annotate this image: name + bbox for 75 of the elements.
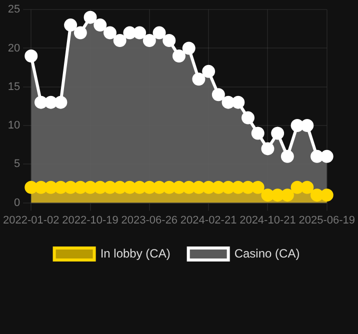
point: [232, 96, 245, 109]
point: [142, 34, 156, 48]
y-tick-label: 10: [8, 120, 20, 132]
point: [300, 180, 314, 194]
point: [74, 180, 87, 194]
point: [320, 150, 334, 163]
point: [271, 126, 284, 140]
y-tick-label: 25: [8, 4, 20, 16]
point: [74, 26, 87, 40]
point: [162, 34, 176, 48]
point: [320, 188, 334, 202]
y-tick-label: 15: [8, 80, 20, 93]
x-tick-label: 2024-02-21: [180, 214, 237, 226]
point: [232, 180, 245, 194]
point: [54, 180, 68, 194]
point: [251, 180, 264, 194]
point: [34, 96, 48, 109]
point: [133, 26, 146, 40]
y-tick-label: 20: [8, 42, 20, 54]
point: [212, 180, 225, 194]
y-tick-label: 5: [14, 158, 20, 170]
point: [202, 180, 216, 194]
point: [123, 26, 136, 40]
x-tick-label: 2024-10-21: [240, 214, 296, 226]
point: [94, 180, 107, 194]
point: [261, 142, 274, 156]
point: [182, 180, 196, 194]
x-tick-label: 2023-06-26: [121, 214, 178, 226]
point: [94, 18, 107, 32]
point: [84, 10, 97, 24]
point: [103, 26, 116, 40]
legend-label: Casino (CA): [234, 246, 300, 260]
x-tick-label: 2025-06-19: [298, 214, 356, 226]
point: [271, 188, 284, 202]
point: [192, 180, 206, 194]
point: [290, 180, 304, 194]
point: [172, 49, 186, 62]
point: [113, 34, 126, 48]
point: [24, 180, 38, 194]
point: [290, 119, 304, 132]
point: [280, 150, 294, 163]
point: [242, 111, 255, 124]
point: [133, 180, 146, 194]
point: [261, 188, 274, 202]
point: [251, 126, 264, 140]
point: [182, 42, 196, 55]
point: [222, 180, 235, 194]
point: [310, 188, 324, 202]
y-tick-label: 0: [14, 196, 20, 209]
point: [64, 18, 78, 32]
point: [152, 26, 166, 40]
point: [280, 188, 294, 202]
x-tick-label: 2022-10-19: [62, 214, 118, 226]
point: [202, 64, 216, 78]
point: [172, 180, 186, 194]
point: [310, 150, 324, 163]
point: [113, 180, 126, 194]
point: [300, 119, 314, 132]
point: [162, 180, 176, 194]
point: [142, 180, 156, 194]
point: [103, 180, 116, 194]
point: [34, 180, 48, 194]
point: [64, 180, 78, 194]
x-tick-label: 2022-01-02: [2, 214, 60, 226]
point: [212, 88, 225, 102]
point: [192, 72, 206, 86]
point: [84, 180, 97, 194]
point: [152, 180, 166, 194]
point: [222, 96, 235, 109]
legend-label: In lobby (CA): [100, 246, 170, 260]
point: [123, 180, 136, 194]
point: [44, 180, 58, 194]
point: [242, 180, 255, 194]
point: [54, 96, 68, 109]
point: [44, 96, 58, 109]
